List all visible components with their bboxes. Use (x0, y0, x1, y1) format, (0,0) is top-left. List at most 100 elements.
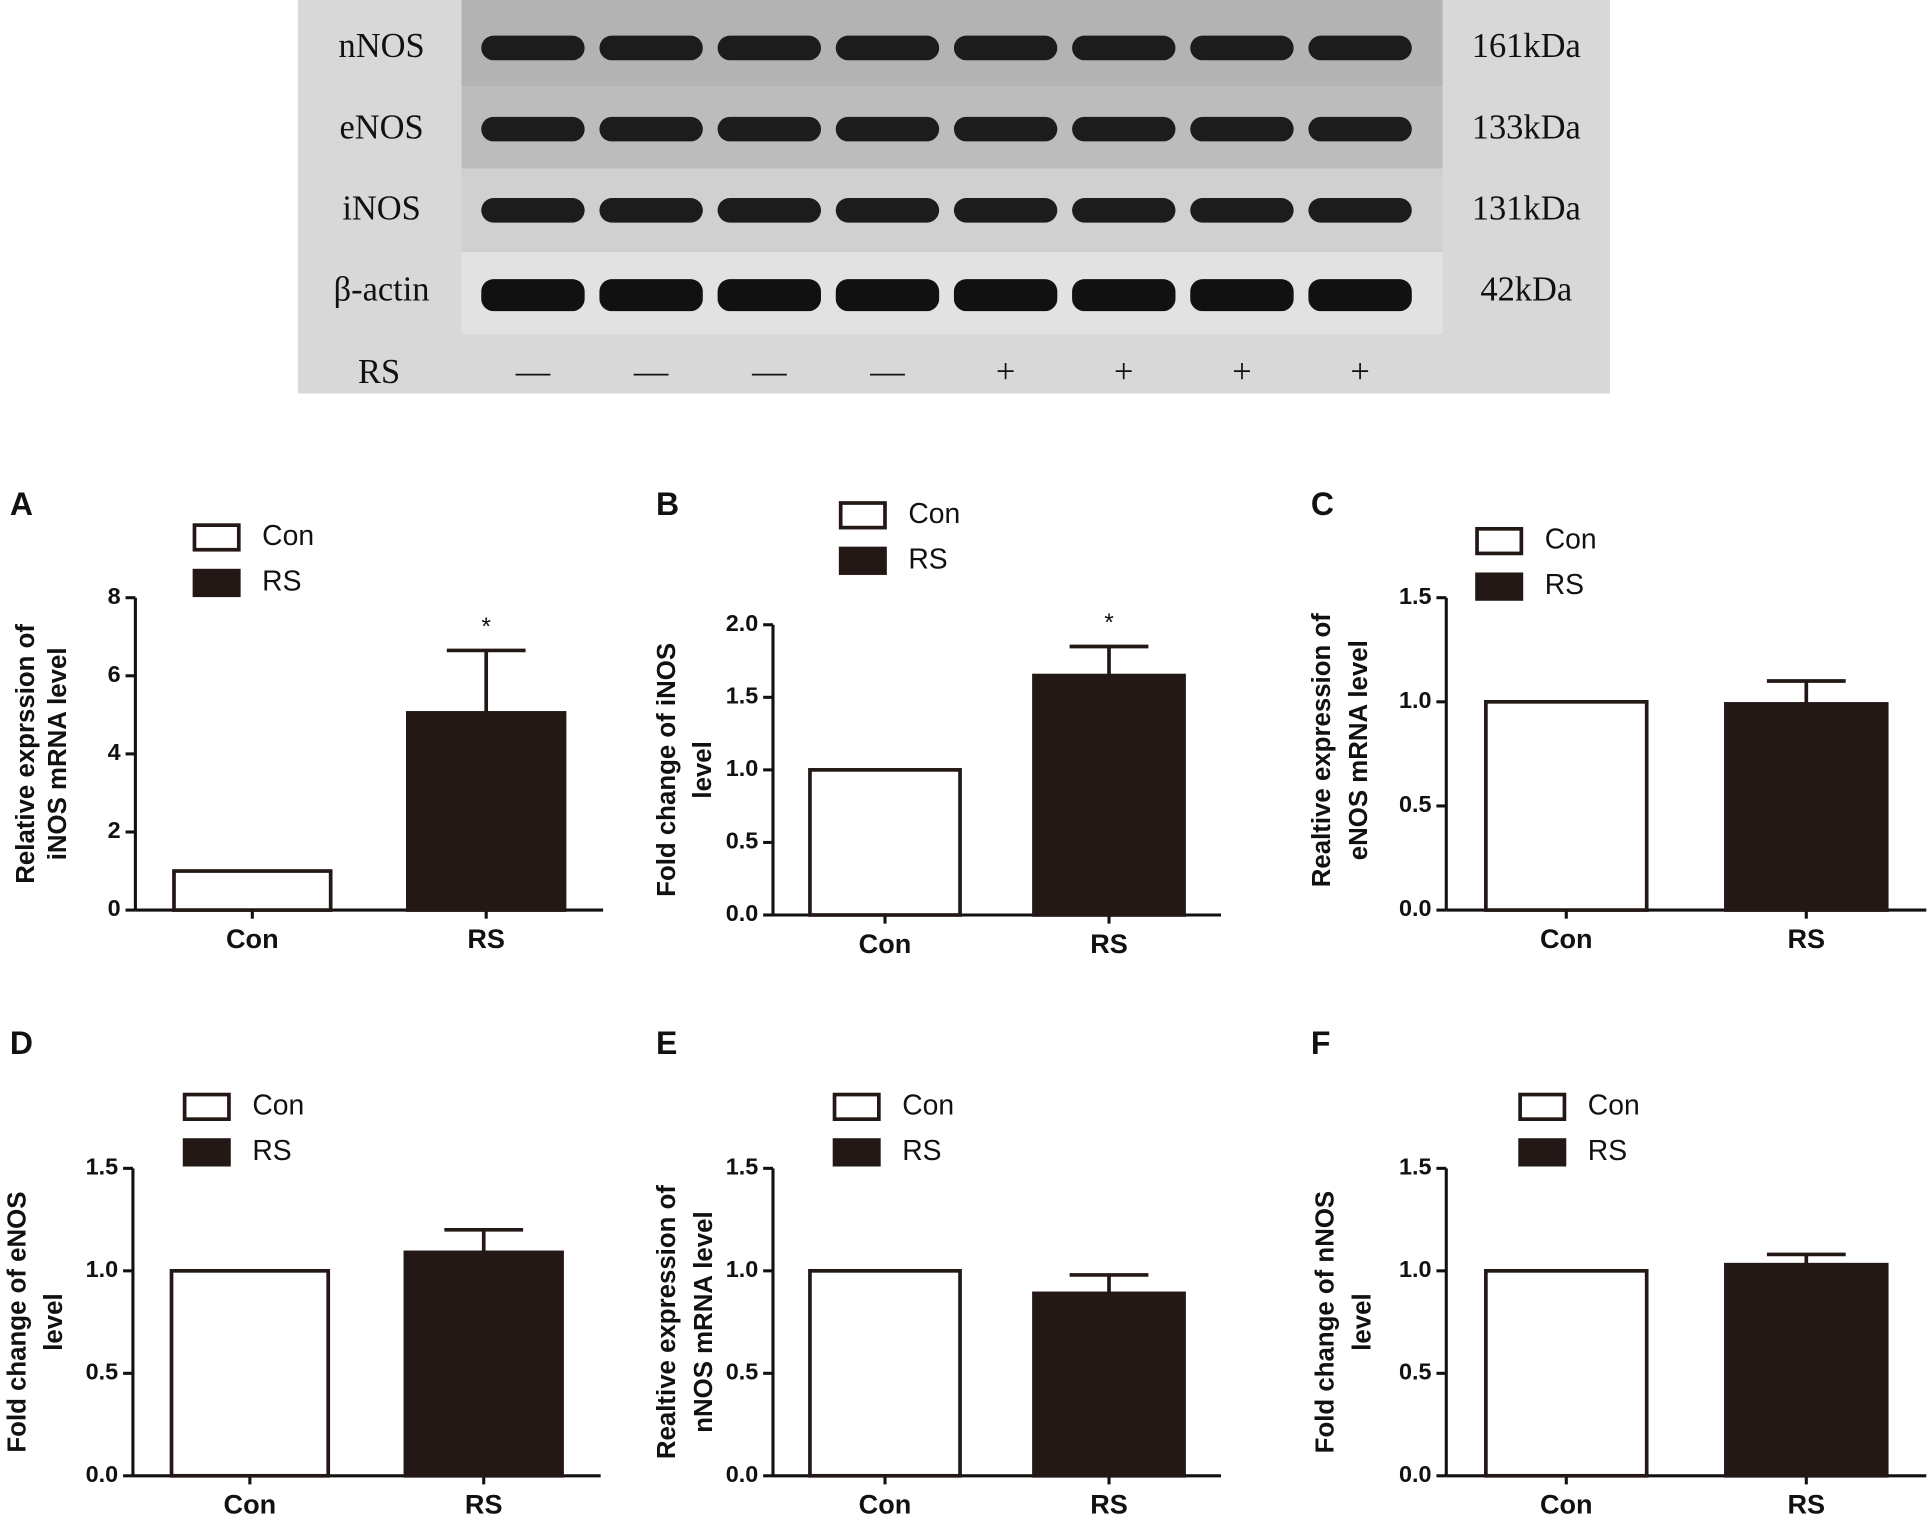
legend-swatch (1475, 526, 1524, 556)
band (1190, 279, 1294, 312)
legend-swatch (838, 546, 887, 575)
legend-label: RS (908, 542, 947, 574)
band (481, 116, 585, 142)
band (1308, 198, 1412, 223)
y-tick-label: 1.0 (86, 1256, 118, 1282)
error-bar (1069, 1273, 1149, 1294)
legend-label: Con (252, 1088, 304, 1120)
band (481, 35, 585, 61)
panel-letter: F (1311, 1025, 1331, 1061)
bar (169, 1268, 331, 1478)
legend-swatch (192, 523, 241, 552)
x-tick-label: RS (1090, 929, 1128, 959)
size-label: 133kDa (1472, 108, 1581, 146)
bar (1484, 1268, 1649, 1478)
y-tick-label: 1.5 (1399, 1154, 1431, 1180)
panel-letter: D (10, 1025, 33, 1061)
band (835, 35, 940, 61)
bar (808, 768, 962, 917)
y-tick-label: 1.0 (1399, 1256, 1431, 1282)
band (1308, 279, 1412, 312)
legend-label: RS (1545, 568, 1584, 600)
y-axis-label: Realtive expression of (653, 1185, 681, 1459)
band (1308, 35, 1412, 61)
band (835, 198, 940, 223)
lane-sign: — (751, 353, 787, 391)
y-tick-label: 0.0 (86, 1461, 118, 1487)
y-tick-label: 0.5 (1399, 1358, 1431, 1384)
legend-label: Con (262, 519, 314, 551)
legend-label: RS (902, 1134, 941, 1166)
y-tick-label: 0.5 (726, 1358, 758, 1384)
legend-swatch (1475, 572, 1524, 601)
x-tick-label: RS (1788, 1490, 1826, 1520)
y-tick-label: 1.5 (726, 1154, 758, 1180)
y-tick-label: 0.5 (86, 1358, 118, 1384)
error-bar (1766, 679, 1846, 704)
lane-sign: + (1114, 353, 1133, 391)
y-axis-label: Relative exprssion of (12, 624, 40, 884)
legend-swatch (832, 1092, 881, 1121)
band (1072, 279, 1176, 312)
panel-letter: B (656, 486, 679, 522)
y-axis-label: Realtive expression of (1308, 613, 1336, 887)
band (1072, 116, 1176, 142)
x-tick-label: Con (224, 1490, 277, 1520)
band (835, 279, 940, 312)
y-tick-label: 1.5 (726, 682, 758, 708)
protein-label: nNOS (338, 27, 424, 65)
band (953, 198, 1058, 223)
band (953, 35, 1058, 61)
bar (1724, 1262, 1889, 1478)
treatment-label: RS (358, 353, 400, 391)
y-axis-label: Fold change of iNOS (653, 643, 681, 897)
error-bar (1069, 644, 1149, 676)
band (717, 35, 821, 61)
legend-label: Con (1545, 523, 1597, 555)
band (1072, 35, 1176, 61)
band (1190, 198, 1294, 223)
y-axis-label: level (1349, 1293, 1377, 1350)
bar (1724, 702, 1889, 912)
legend-label: RS (1588, 1134, 1627, 1166)
lane-sign: + (1350, 353, 1369, 391)
band (717, 198, 821, 223)
band (953, 116, 1058, 142)
significance-mark: * (1104, 610, 1114, 637)
y-axis-label: iNOS mRNA level (44, 647, 72, 860)
y-tick-label: 2.0 (726, 610, 758, 636)
y-tick-label: 8 (108, 583, 121, 609)
significance-mark: * (481, 614, 491, 641)
bar (172, 869, 333, 912)
band (1072, 198, 1176, 223)
band (599, 198, 703, 223)
x-tick-label: RS (1090, 1490, 1128, 1520)
y-axis-label: Fold change of nNOS (1312, 1191, 1340, 1453)
protein-label: iNOS (342, 189, 421, 227)
lane-sign: + (1232, 353, 1251, 391)
legend-label: Con (902, 1088, 954, 1120)
legend-swatch (832, 1138, 881, 1167)
y-tick-label: 6 (108, 661, 121, 687)
band (717, 279, 821, 312)
bar (1032, 1291, 1186, 1478)
legend-swatch (1518, 1138, 1567, 1167)
size-label: 42kDa (1480, 271, 1572, 309)
lane-sign: — (633, 353, 669, 391)
band (599, 116, 703, 142)
protein-label: β-actin (334, 271, 430, 309)
y-axis-label: level (40, 1293, 68, 1350)
y-tick-label: 0.0 (726, 900, 758, 926)
panel-letter: A (10, 486, 33, 522)
legend-swatch (182, 1138, 231, 1167)
band (599, 35, 703, 61)
y-axis-label: nNOS mRNA level (690, 1211, 718, 1432)
bar (808, 1268, 962, 1478)
error-bar (446, 648, 526, 713)
legend-label: RS (252, 1134, 291, 1166)
x-tick-label: Con (859, 1490, 912, 1520)
legend-label: Con (908, 497, 960, 529)
band (599, 279, 703, 312)
y-tick-label: 0.5 (1399, 791, 1431, 817)
panel-letter: C (1311, 486, 1334, 522)
